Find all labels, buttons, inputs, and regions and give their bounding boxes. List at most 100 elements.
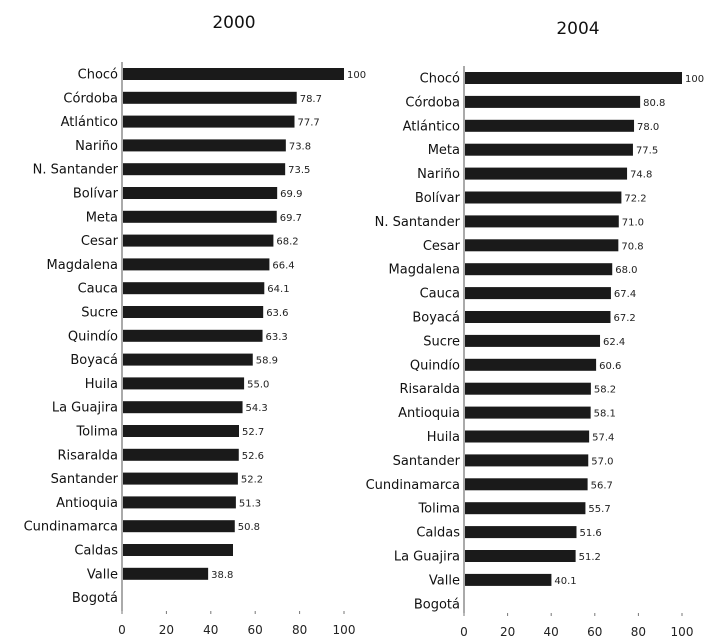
chart-2000: 2000 Chocó 100 Córdoba 78.7 Atlántico 77.7 Nari… xyxy=(24,13,367,637)
bar xyxy=(465,359,596,371)
value-label: 52.7 xyxy=(242,427,264,438)
category-label: Quindío xyxy=(68,329,118,344)
category-label: Huila xyxy=(427,430,460,445)
bar xyxy=(465,144,633,156)
category-label: Cesar xyxy=(423,239,461,254)
bar xyxy=(123,116,294,128)
bar xyxy=(123,544,233,556)
value-label: 64.1 xyxy=(267,284,289,295)
category-label: Atlántico xyxy=(61,115,118,130)
value-label: 67.4 xyxy=(614,289,636,300)
bar xyxy=(465,215,619,227)
bar xyxy=(123,354,253,366)
bar xyxy=(465,311,610,323)
category-label: Valle xyxy=(429,573,460,588)
category-label: Cauca xyxy=(78,282,118,297)
bar xyxy=(465,335,600,347)
value-label: 68.2 xyxy=(276,237,298,248)
x-tick-label: 100 xyxy=(671,625,694,639)
value-label: 50.8 xyxy=(238,522,260,533)
category-label: Meta xyxy=(428,143,460,158)
chart-2004: 2004 Chocó 100 Córdoba 80.8 Atlántico 78.0 Meta… xyxy=(366,19,705,639)
category-label: Cauca xyxy=(420,287,460,302)
bar xyxy=(123,520,235,532)
x-tick-label: 80 xyxy=(631,625,646,639)
bar xyxy=(465,287,611,299)
bar xyxy=(123,306,263,318)
category-label: Chocó xyxy=(420,72,460,87)
bar xyxy=(123,330,263,342)
bar xyxy=(465,478,588,490)
bar xyxy=(123,449,239,461)
value-label: 63.6 xyxy=(266,308,288,319)
value-label: 60.6 xyxy=(599,361,621,372)
category-label: Córdoba xyxy=(405,95,460,110)
value-label: 54.3 xyxy=(246,403,268,414)
x-tick-label: 60 xyxy=(248,623,263,637)
value-label: 51.3 xyxy=(239,498,261,509)
category-label: N. Santander xyxy=(375,215,461,230)
value-label: 51.2 xyxy=(579,552,601,563)
value-label: 67.2 xyxy=(613,313,635,324)
x-tick-label: 80 xyxy=(292,623,307,637)
bar xyxy=(465,383,591,395)
bar xyxy=(123,68,344,80)
category-label: Boyacá xyxy=(70,353,118,368)
category-label: Tolima xyxy=(75,425,118,440)
value-label: 77.5 xyxy=(636,146,658,157)
category-label: Meta xyxy=(86,210,118,225)
category-label: Bolívar xyxy=(415,191,461,206)
chart-title: 2000 xyxy=(212,13,255,33)
value-label: 52.2 xyxy=(241,475,263,486)
x-tick-label: 20 xyxy=(159,623,174,637)
bar xyxy=(123,187,277,199)
value-label: 40.1 xyxy=(554,576,576,587)
bar xyxy=(123,92,297,104)
value-label: 70.8 xyxy=(621,241,643,252)
bar xyxy=(123,211,277,223)
bar xyxy=(465,72,682,84)
category-label: Huila xyxy=(85,377,118,392)
category-label: Magdalena xyxy=(47,258,118,273)
category-label: Cundinamarca xyxy=(366,478,460,493)
bar xyxy=(123,473,238,485)
value-label: 58.2 xyxy=(594,385,616,396)
value-label: 66.4 xyxy=(272,260,294,271)
category-label: Chocó xyxy=(78,68,118,83)
value-label: 72.2 xyxy=(624,194,646,205)
bar xyxy=(123,282,264,294)
category-label: Cesar xyxy=(81,234,119,249)
x-tick-label: 0 xyxy=(460,625,468,639)
category-label: Antioquia xyxy=(56,496,118,511)
value-label: 77.7 xyxy=(297,118,319,129)
value-label: 80.8 xyxy=(643,98,665,109)
value-label: 100 xyxy=(347,70,366,81)
bar xyxy=(465,407,591,419)
category-label: Nariño xyxy=(75,139,118,154)
value-label: 38.8 xyxy=(211,570,233,581)
value-label: 73.5 xyxy=(288,165,310,176)
x-tick-label: 0 xyxy=(118,623,126,637)
category-label: Sucre xyxy=(423,334,460,349)
bar xyxy=(465,263,612,275)
bar xyxy=(465,502,585,514)
bar xyxy=(123,568,208,580)
category-label: Córdoba xyxy=(63,91,118,106)
bar xyxy=(465,168,627,180)
category-label: Risaralda xyxy=(399,382,460,397)
value-label: 56.7 xyxy=(591,480,613,491)
bar xyxy=(123,425,239,437)
value-label: 74.8 xyxy=(630,170,652,181)
category-label: La Guajira xyxy=(394,550,460,565)
bar xyxy=(123,258,269,270)
value-label: 69.7 xyxy=(280,213,302,224)
category-label: Bogotá xyxy=(414,597,460,612)
category-label: Cundinamarca xyxy=(24,520,118,535)
category-label: Magdalena xyxy=(389,263,460,278)
value-label: 68.0 xyxy=(615,265,637,276)
x-tick-label: 60 xyxy=(587,625,602,639)
bar xyxy=(465,550,576,562)
bar xyxy=(123,235,273,247)
x-tick-label: 40 xyxy=(203,623,218,637)
